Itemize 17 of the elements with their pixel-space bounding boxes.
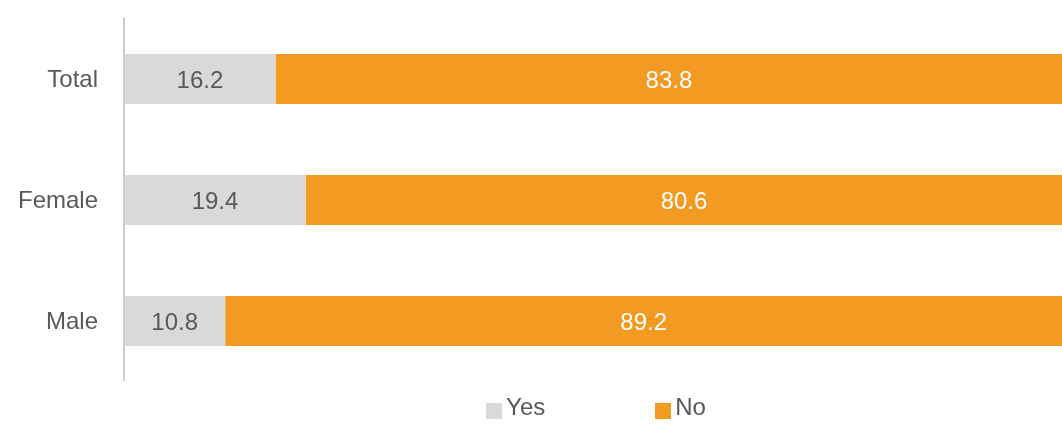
data-label: 10.8	[151, 307, 199, 335]
y-tick-label: Female	[17, 186, 98, 214]
data-label: 83.8	[645, 65, 693, 93]
legend-label: No	[675, 393, 706, 420]
bar	[124, 54, 276, 104]
bar	[275, 54, 1062, 104]
data-label: 89.2	[620, 307, 668, 335]
bar	[305, 175, 1062, 225]
y-tick-label: Total	[47, 65, 98, 93]
y-tick-label: Male	[45, 307, 98, 335]
bar	[124, 296, 226, 346]
data-label: 16.2	[176, 65, 224, 93]
bar	[225, 296, 1062, 346]
legend-label: Yes	[506, 393, 546, 420]
data-label: 19.4	[191, 186, 239, 214]
data-label: 80.6	[660, 186, 708, 214]
bar	[124, 175, 306, 225]
